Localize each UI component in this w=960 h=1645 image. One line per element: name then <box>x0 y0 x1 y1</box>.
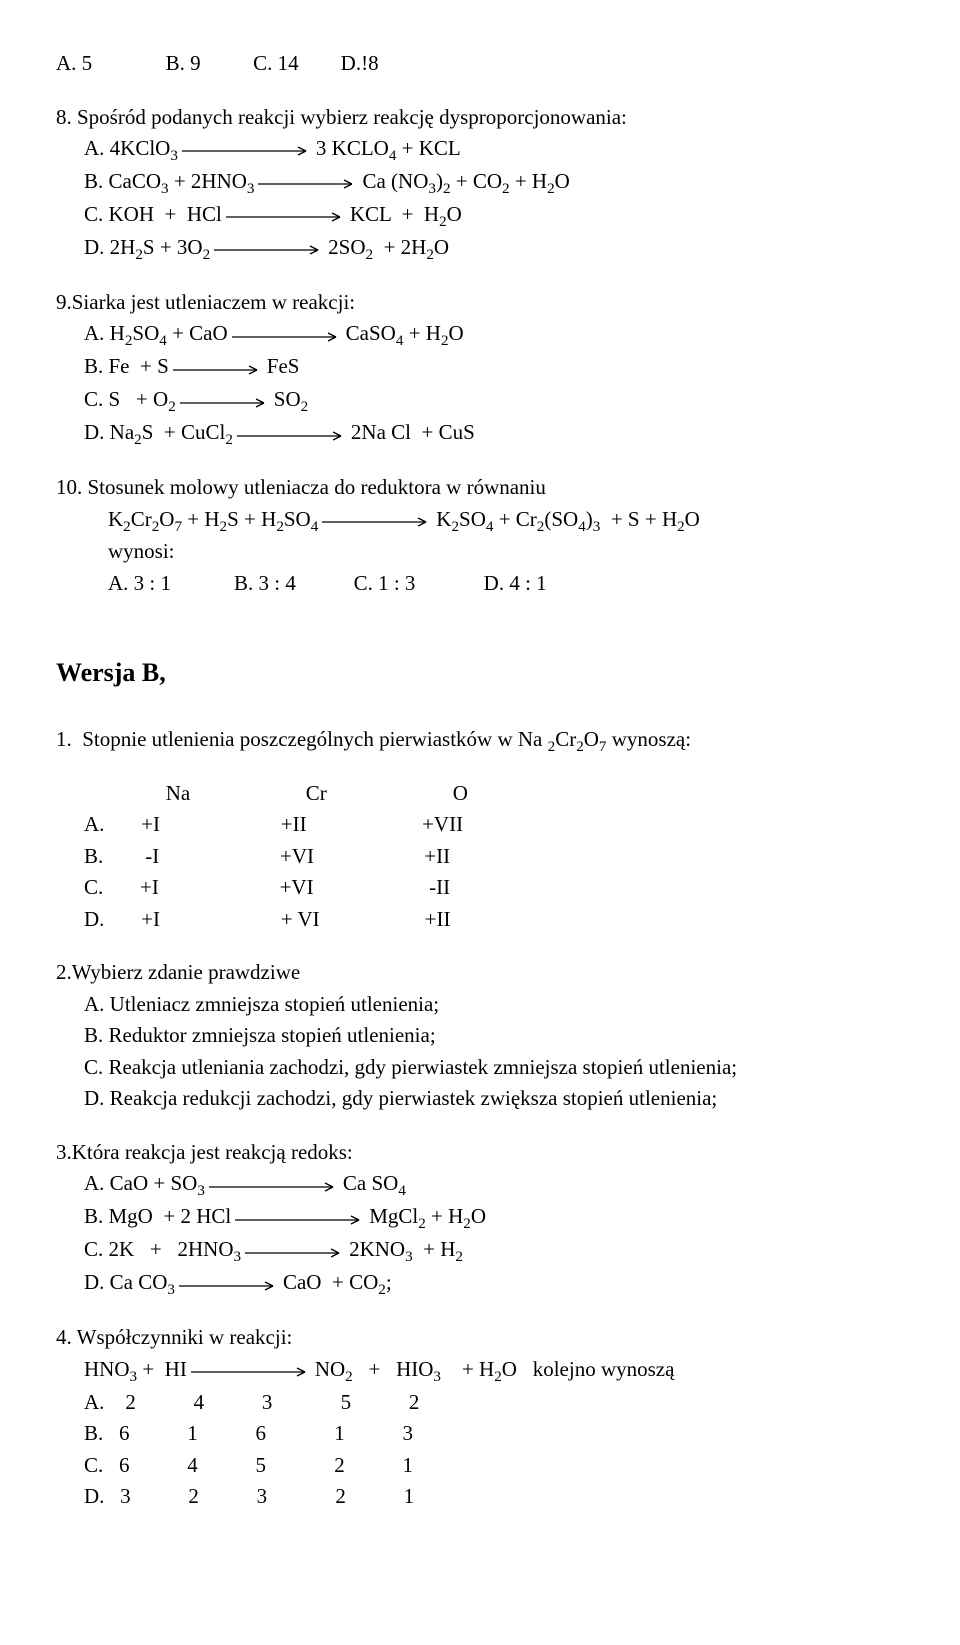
b3-prompt: 3.Która reakcja jest reakcją redoks: <box>56 1137 904 1169</box>
q8-prompt: 8. Spośród podanych reakcji wybierz reak… <box>56 102 904 134</box>
arrow-icon <box>180 386 270 418</box>
b2-prompt: 2.Wybierz zdanie prawdziwe <box>56 957 904 989</box>
b4-b: B. 6 1 6 1 3 <box>56 1418 904 1450</box>
b3-a-left: A. CaO + SO3 <box>84 1171 205 1195</box>
q9-a: A. H2SO4 + CaO CaSO4 + H2O <box>56 318 904 351</box>
q9-prompt: 9.Siarka jest utleniaczem w reakcji: <box>56 287 904 319</box>
arrow-icon <box>179 1269 279 1301</box>
q9-c-right: SO2 <box>274 387 308 411</box>
q8-d-right: 2SO2 + 2H2O <box>328 235 449 259</box>
b4-prompt: 4. Współczynniki w reakcji: <box>56 1322 904 1354</box>
q10-eq-left: K2Cr2O7 + H2S + H2SO4 <box>108 507 318 531</box>
b3-d: D. Ca CO3 CaO + CO2; <box>56 1267 904 1300</box>
arrow-icon <box>191 1355 311 1387</box>
b1-c: C. +I +VI -II <box>56 872 904 904</box>
q8-b-left: B. CaCO3 + 2HNO3 <box>84 169 254 193</box>
q10-eq-right: K2SO4 + Cr2(SO4)3 + S + H2O <box>436 507 700 531</box>
q9-b-right: FeS <box>267 354 300 378</box>
b2-b: B. Reduktor zmniejsza stopień utlenienia… <box>56 1020 904 1052</box>
q8-a: A. 4KClO3 3 KCLO4 + KCL <box>56 133 904 166</box>
arrow-icon <box>182 134 312 166</box>
arrow-icon <box>173 353 263 385</box>
arrow-icon <box>209 1170 339 1202</box>
q8-d: D. 2H2S + 3O2 2SO2 + 2H2O <box>56 232 904 265</box>
b2-d: D. Reakcja redukcji zachodzi, gdy pierwi… <box>56 1083 904 1115</box>
b3-d-right: CaO + CO2; <box>283 1270 392 1294</box>
arrow-icon <box>258 167 358 199</box>
arrow-icon <box>245 1236 345 1268</box>
b4-eq: HNO3 + HI NO2 + HIO3 + H2O kolejno wynosz… <box>56 1354 904 1387</box>
b3-b-left: B. MgO + 2 HCl <box>84 1204 231 1228</box>
version-b-heading: Wersja B, <box>56 653 904 692</box>
q8-b: B. CaCO3 + 2HNO3 Ca (NO3)2 + CO2 + H2O <box>56 166 904 199</box>
b1-b: B. -I +VI +II <box>56 841 904 873</box>
b3-a-right: Ca SO4 <box>343 1171 406 1195</box>
q9-d: D. Na2S + CuCl2 2Na Cl + CuS <box>56 417 904 450</box>
arrow-icon <box>226 200 346 232</box>
arrow-icon <box>322 505 432 537</box>
b3-c: C. 2K + 2HNO3 2KNO3 + H2 <box>56 1234 904 1267</box>
b3-a: A. CaO + SO3 Ca SO4 <box>56 1168 904 1201</box>
q9-a-left: A. H2SO4 + CaO <box>84 321 228 345</box>
b1-prompt: 1. Stopnie utlenienia poszczególnych pie… <box>56 724 904 756</box>
q9-d-left: D. Na2S + CuCl2 <box>84 420 233 444</box>
q9-d-right: 2Na Cl + CuS <box>351 420 475 444</box>
b2-a: A. Utleniacz zmniejsza stopień utlenieni… <box>56 989 904 1021</box>
b3-b: B. MgO + 2 HCl MgCl2 + H2O <box>56 1201 904 1234</box>
b3-c-right: 2KNO3 + H2 <box>349 1237 463 1261</box>
b2-c: C. Reakcja utleniania zachodzi, gdy pier… <box>56 1052 904 1084</box>
q10-wynosi: wynosi: <box>56 536 904 568</box>
arrow-icon <box>214 233 324 265</box>
q8-a-right: 3 KCLO4 + KCL <box>316 136 461 160</box>
q8-c-left: C. KOH + HCl <box>84 202 222 226</box>
q-top-answers: A. 5 B. 9 C. 14 D.!8 <box>56 48 904 80</box>
q9-a-right: CaSO4 + H2O <box>346 321 464 345</box>
q9-b-left: B. Fe + S <box>84 354 169 378</box>
q8-c-right: KCL + H2O <box>350 202 462 226</box>
arrow-icon <box>232 320 342 352</box>
b4-eq-right: NO2 + HIO3 + H2O kolejno wynoszą <box>315 1357 675 1381</box>
b1-a: A. +I +II +VII <box>56 809 904 841</box>
arrow-icon <box>237 419 347 451</box>
b3-c-left: C. 2K + 2HNO3 <box>84 1237 241 1261</box>
q8-a-left: A. 4KClO3 <box>84 136 178 160</box>
b4-eq-left: HNO3 + HI <box>84 1357 187 1381</box>
b3-b-right: MgCl2 + H2O <box>369 1204 486 1228</box>
q10-prompt: 10. Stosunek molowy utleniacza do redukt… <box>56 472 904 504</box>
arrow-icon <box>235 1203 365 1235</box>
q9-b: B. Fe + S FeS <box>56 351 904 384</box>
b4-c: C. 6 4 5 2 1 <box>56 1450 904 1482</box>
q8-d-left: D. 2H2S + 3O2 <box>84 235 210 259</box>
b1-hdr: Na Cr O <box>56 778 904 810</box>
b4-a: A. 2 4 3 5 2 <box>56 1387 904 1419</box>
q9-c: C. S + O2 SO2 <box>56 384 904 417</box>
q8-c: C. KOH + HCl KCL + H2O <box>56 199 904 232</box>
q8-b-right: Ca (NO3)2 + CO2 + H2O <box>362 169 569 193</box>
b1-d: D. +I + VI +II <box>56 904 904 936</box>
q10-answers: A. 3 : 1 B. 3 : 4 C. 1 : 3 D. 4 : 1 <box>56 568 904 600</box>
q9-c-left: C. S + O2 <box>84 387 176 411</box>
q10-eq: K2Cr2O7 + H2S + H2SO4 K2SO4 + Cr2(SO4)3 +… <box>56 504 904 537</box>
b4-d: D. 3 2 3 2 1 <box>56 1481 904 1513</box>
b3-d-left: D. Ca CO3 <box>84 1270 175 1294</box>
